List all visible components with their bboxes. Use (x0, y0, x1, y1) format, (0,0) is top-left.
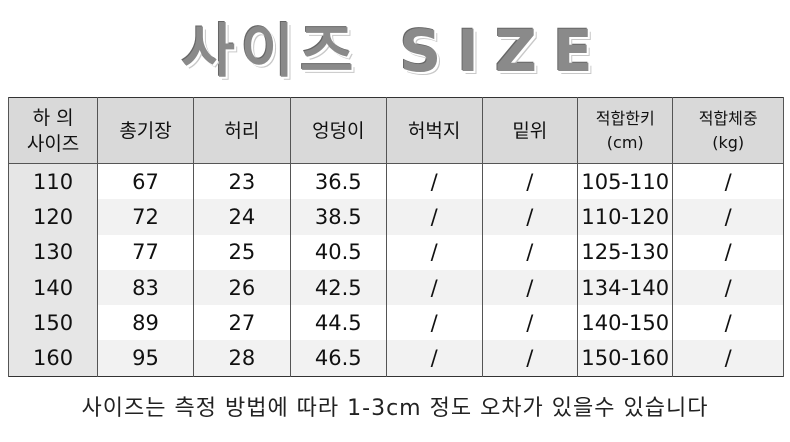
table-cell: 140 (7, 269, 99, 306)
header-line: 하 의 (32, 106, 74, 129)
column-header: 밑위 (481, 97, 579, 164)
table-cell: 110-120 (577, 199, 674, 235)
column-header: 총기장 (97, 97, 194, 164)
table-cell: 26 (192, 269, 291, 306)
table-cell: 24 (192, 199, 291, 235)
table-cell: 95 (97, 340, 194, 377)
table-cell: 125-130 (577, 234, 674, 270)
column-header: 허벅지 (385, 97, 483, 164)
table-cell: 120 (7, 199, 99, 235)
column-header: 적합한키 (cm) (577, 97, 674, 164)
table-cell: 150 (7, 305, 99, 341)
size-note: 사이즈는 측정 방법에 따라 1-3cm 정도 오차가 있을수 있습니다 (81, 396, 709, 421)
table-cell: 77 (97, 234, 194, 270)
table-cell: / (672, 269, 784, 306)
table-cell: / (385, 199, 483, 235)
table-cell: / (672, 163, 784, 200)
table-cell: 150-160 (577, 340, 674, 377)
header-line: 적합체중 (698, 108, 758, 128)
table-cell: / (672, 305, 784, 341)
table-cell: 46.5 (289, 340, 387, 377)
table-cell: 44.5 (289, 305, 387, 341)
table-cell: / (672, 199, 784, 235)
table-cell: / (481, 234, 579, 270)
table-cell: 140-150 (577, 305, 674, 341)
table-cell: / (385, 234, 483, 270)
header-line: 총기장 (119, 119, 172, 142)
table-cell: 105-110 (577, 163, 674, 200)
title-korean: 사이즈 (181, 17, 360, 85)
table-row: 110 67 23 36.5//105-110/ (7, 163, 784, 200)
table-cell: 67 (97, 163, 194, 200)
column-header: 엉덩이 (289, 97, 387, 164)
table-cell: 89 (97, 305, 194, 341)
table-cell: / (385, 340, 483, 377)
table-cell: / (481, 199, 579, 235)
table-row: 130 77 25 40.5//125-130/ (7, 234, 784, 270)
table-cell: 110 (7, 163, 99, 200)
header-line: 사이즈 (26, 132, 80, 155)
table-cell: / (481, 305, 579, 341)
table-row: 140 83 26 42.5//134-140/ (7, 269, 784, 306)
header-line: 허벅지 (407, 119, 461, 142)
table-cell: / (672, 234, 784, 270)
header-line: 밑위 (512, 119, 548, 142)
column-header: 적합체중 (kg) (672, 97, 784, 164)
table-cell: 160 (7, 340, 99, 377)
table-cell: / (481, 340, 579, 377)
table-cell: / (672, 340, 784, 377)
table-row: 150 89 27 44.5//140-150/ (7, 305, 784, 341)
table-cell: 23 (192, 163, 291, 200)
table-cell: 27 (192, 305, 291, 341)
table-cell: 72 (97, 199, 194, 235)
table-cell: 134-140 (577, 269, 674, 306)
table-cell: / (385, 269, 483, 306)
header-line: (kg) (712, 132, 745, 152)
table-row: 120 72 24 38.5//110-120/ (7, 199, 784, 235)
table-cell: 42.5 (289, 269, 387, 306)
table-cell: 38.5 (289, 199, 387, 235)
table-cell: / (385, 163, 483, 200)
title-english: SIZE (399, 17, 609, 85)
table-cell: 40.5 (289, 234, 387, 270)
table-cell: 25 (192, 234, 291, 270)
table-row: 160 95 28 46.5//150-160/ (7, 340, 784, 377)
table-cell: / (481, 163, 579, 200)
page-title: 사이즈 SIZE (0, 4, 790, 88)
header-line: 엉덩이 (312, 119, 365, 142)
header-line: 적합한키 (595, 108, 655, 128)
table-cell: 36.5 (289, 163, 387, 200)
column-header: 허리 (192, 97, 291, 164)
table-cell: / (481, 269, 579, 306)
header-line: 허리 (224, 119, 260, 142)
header-line: (cm) (606, 132, 644, 152)
table-cell: / (385, 305, 483, 341)
table-cell: 130 (7, 234, 99, 270)
table-cell: 83 (97, 269, 194, 306)
table-cell: 28 (192, 340, 291, 377)
